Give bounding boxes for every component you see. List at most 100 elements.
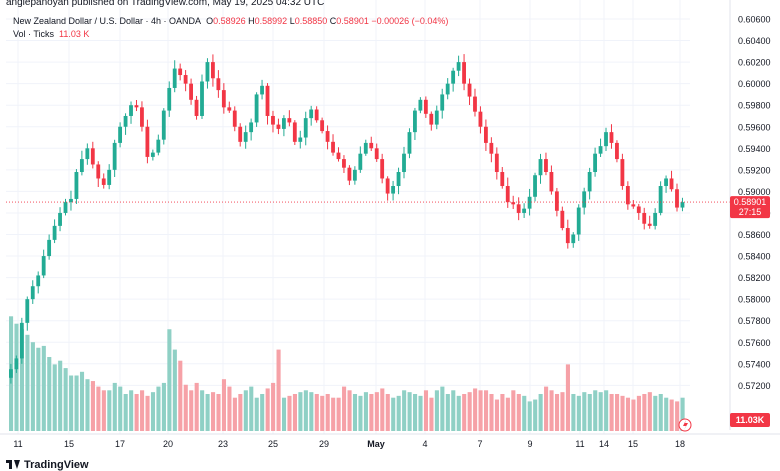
volume-bar [347,390,352,431]
candle-body [440,94,445,111]
candle-body [194,99,199,116]
candle-body [178,68,183,76]
candle-body [380,159,385,179]
candle-body [287,118,292,123]
candle-body [369,142,374,149]
candle-body [112,142,117,170]
candle-body [527,196,532,209]
candle-body [156,139,161,153]
candle-body [41,256,46,276]
volume-bar [587,394,592,431]
volume-bar [14,323,19,431]
candle-body [90,148,95,165]
candle-body [560,210,565,229]
open-value: 0.58926 [213,16,246,26]
volume-bar [101,390,106,431]
candle-body [150,152,155,157]
volume-bar [615,394,620,431]
volume-bar [25,334,30,431]
candle-body [140,107,144,127]
volume-bar [129,390,134,431]
candle-body [429,113,434,125]
volume-bar [391,397,396,431]
price-tick-label: 0.57600 [738,338,771,348]
volume-bar [511,390,516,431]
time-tick-label: 11 [575,439,584,449]
last-price-badge [730,196,770,219]
volume-bar [440,386,445,431]
volume-label[interactable]: Vol · Ticks [13,29,55,39]
volume-bar [576,395,581,431]
volume-bar [675,401,680,431]
volume-bar [620,395,625,431]
volume-bar [380,388,385,431]
candle-body [620,159,625,187]
volume-bar [221,379,227,431]
candle-body [232,110,237,127]
volume-bar [434,390,439,431]
open-label: O [206,16,214,26]
volume-bar [254,397,259,431]
candle-body [549,172,554,192]
volume-bar [342,386,347,431]
candle-body [58,212,62,226]
volume-bar [385,394,390,431]
volume-bar [325,394,330,431]
candle-body [200,81,204,116]
candle-body [292,122,297,142]
candle-body [336,152,341,160]
symbol-title[interactable]: New Zealand Dollar / U.S. Dollar · 4h · … [13,16,202,26]
tradingview-logo-text: TradingView [24,459,89,471]
candle-body [582,191,587,208]
time-tick-label: 4 [422,439,427,449]
volume-bar [216,394,221,431]
volume-bar [489,394,494,431]
price-tick-label: 0.57400 [738,359,771,369]
volume-bar [189,390,194,431]
volume-bar [396,395,401,431]
price-tick-label: 0.58200 [738,273,771,283]
candle-body [478,111,483,127]
candle-body [221,90,226,108]
tradingview-logo[interactable]: TradingView [6,459,89,471]
volume-bar [565,364,570,431]
candle-body [473,96,477,112]
lightning-bolt-icon [683,420,688,430]
candle-body [47,239,52,257]
price-tick-label: 0.59400 [738,144,771,154]
last-price-badge-value: 0.58901 [734,197,767,207]
high-value: 0.58992 [254,16,288,26]
candle-body [418,99,423,111]
time-tick-label: 18 [675,439,685,449]
candle-body [79,159,84,173]
candle-body [101,178,106,185]
candle-body [342,159,346,168]
volume-bar [402,390,407,431]
volume-bar [538,394,543,431]
candle-body [664,178,668,187]
price-tick-label: 0.59800 [738,101,771,111]
volume-bar [664,397,669,431]
time-axis[interactable]: 11 15 17 20 23 25 29 May 4 7 9 11 14 15 18 [0,433,780,449]
volume-bar [363,392,368,431]
volume-bar [145,395,150,431]
candle-body [265,85,270,116]
volume-bar [473,388,478,431]
volume-bar [200,390,205,431]
volume-bar [249,386,254,431]
candle-body [320,120,325,132]
candle-body [363,142,368,154]
candle-body [211,62,215,79]
volume-bar [281,397,287,431]
candle-body [358,153,363,170]
volume-bar [320,395,325,431]
candle-body [243,132,248,142]
time-tick-label: 20 [163,439,173,449]
candle-body [347,167,352,181]
price-tick-label: 0.58000 [738,295,771,305]
candle-body [205,62,210,82]
price-tick-label: 0.58600 [738,230,771,240]
time-tick-label: 14 [599,439,609,449]
